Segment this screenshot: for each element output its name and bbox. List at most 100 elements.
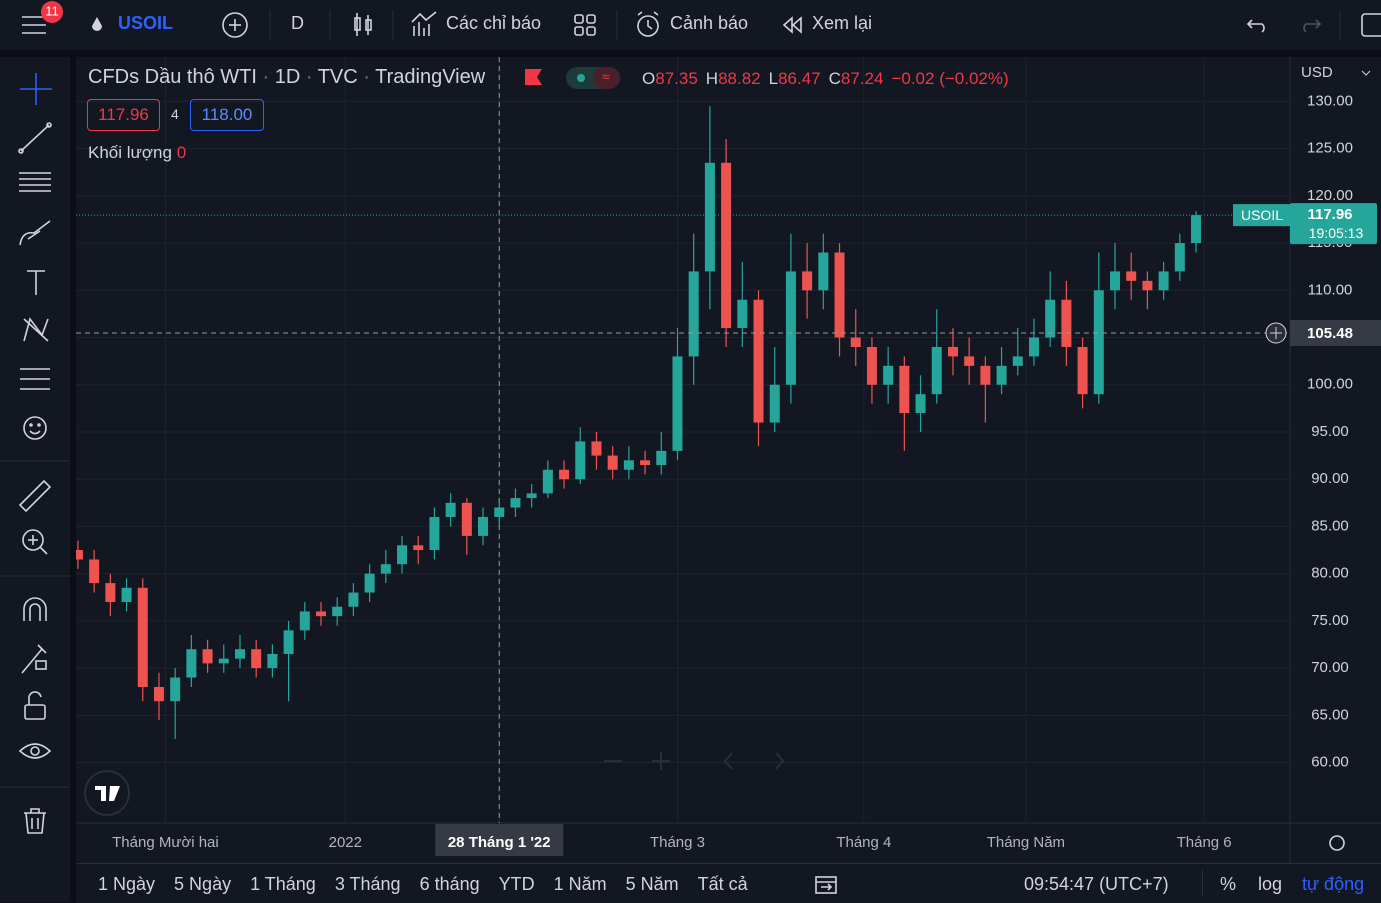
- candle-body: [866, 346, 877, 385]
- percent-toggle[interactable]: %: [1220, 874, 1237, 894]
- magnet-tool[interactable]: [23, 597, 47, 621]
- replay-icon[interactable]: [782, 16, 802, 34]
- spread: 4: [171, 106, 179, 122]
- candle-body: [672, 356, 683, 451]
- range-button[interactable]: 5 Năm: [625, 874, 679, 894]
- candle-body: [364, 573, 375, 593]
- lock-drawing-tool[interactable]: [21, 644, 47, 674]
- status-dot: [577, 74, 585, 82]
- candle-body: [688, 271, 699, 357]
- pattern-tool[interactable]: [23, 317, 49, 342]
- candle-body: [478, 516, 489, 536]
- candle-body: [526, 493, 537, 499]
- auto-toggle[interactable]: tự động: [1302, 874, 1365, 894]
- candle-body: [1045, 299, 1056, 338]
- candle-icon[interactable]: [354, 13, 372, 36]
- x-tick-label: Tháng 4: [836, 834, 891, 851]
- undo-icon[interactable]: [1246, 19, 1265, 33]
- candle-body: [76, 550, 83, 560]
- ohlc-key: L: [768, 69, 779, 88]
- candle-body: [769, 384, 780, 423]
- range-button[interactable]: 5 Ngày: [174, 874, 232, 894]
- candle-body: [542, 469, 553, 494]
- menu-icon[interactable]: [22, 16, 46, 34]
- crosshair-date-box: [435, 824, 564, 856]
- candle-body: [737, 299, 748, 329]
- bid-button[interactable]: 117.96: [87, 99, 160, 131]
- candle-body: [283, 630, 294, 654]
- ohlc-value: 87.24: [840, 69, 884, 88]
- candle-body: [1191, 215, 1202, 244]
- fib-tool[interactable]: [19, 172, 51, 192]
- symbol-tag-text: USOIL: [1241, 207, 1283, 223]
- candle-body: [429, 516, 440, 551]
- emoji-tool[interactable]: [23, 416, 47, 440]
- drop-icon: [92, 17, 102, 31]
- ask-button[interactable]: 118.00: [190, 99, 264, 131]
- y-tick-label: 100.00: [1307, 376, 1353, 393]
- alarm-icon[interactable]: [637, 11, 659, 37]
- divider: [1202, 870, 1203, 896]
- replay-button[interactable]: Xem lại: [812, 13, 873, 33]
- range-button[interactable]: YTD: [498, 874, 535, 894]
- interval[interactable]: D: [291, 13, 304, 33]
- log-toggle[interactable]: log: [1258, 874, 1283, 894]
- price-axis: [1290, 57, 1381, 863]
- range-button[interactable]: 1 Năm: [553, 874, 607, 894]
- indicator-icon[interactable]: [411, 11, 437, 36]
- candle-body: [931, 346, 942, 395]
- candle-body: [105, 583, 116, 602]
- candle-body: [1093, 290, 1104, 395]
- lock-tool[interactable]: [24, 691, 46, 720]
- candle-body: [1142, 280, 1153, 291]
- candle-body: [1109, 271, 1120, 291]
- y-tick-label: 90.00: [1311, 470, 1349, 487]
- add-symbol[interactable]: [222, 12, 248, 38]
- toolbar-icons: 11: [22, 1, 1381, 40]
- fullscreen-icon[interactable]: [1361, 13, 1381, 37]
- range-button[interactable]: 6 tháng: [419, 874, 480, 894]
- cross-tool[interactable]: [20, 73, 52, 105]
- range-button[interactable]: 3 Tháng: [334, 874, 401, 894]
- trash-tool[interactable]: [24, 808, 46, 834]
- y-tick-label: 85.00: [1311, 517, 1349, 534]
- volume-label: Khối lượng: [88, 143, 172, 162]
- zoom-tool[interactable]: [22, 529, 48, 555]
- candle-body: [721, 162, 732, 329]
- brush-tool[interactable]: [19, 220, 51, 246]
- candle-body: [575, 441, 586, 480]
- layout-icon[interactable]: [574, 14, 596, 36]
- candle-body: [380, 564, 391, 574]
- symbol[interactable]: USOIL: [118, 13, 174, 33]
- ohlc-value: 86.47: [778, 69, 821, 88]
- redo-icon[interactable]: [1303, 19, 1322, 33]
- candle-body: [883, 365, 894, 385]
- text-tool[interactable]: [27, 270, 45, 295]
- candle-body: [1028, 337, 1039, 357]
- y-tick-label: 70.00: [1311, 659, 1349, 676]
- x-tick-label: Tháng 6: [1177, 834, 1232, 851]
- y-tick-label: 80.00: [1311, 565, 1349, 582]
- crosshair-price-box: [1290, 319, 1381, 346]
- range-button[interactable]: Tất cả: [697, 874, 748, 894]
- eye-tool[interactable]: [18, 743, 52, 759]
- x-tick-label: 2022: [329, 834, 362, 851]
- candle-body: [1061, 299, 1072, 347]
- alerts-button[interactable]: Cảnh báo: [670, 13, 749, 33]
- date-range-icon[interactable]: [811, 872, 841, 898]
- flag-icon[interactable]: [525, 69, 542, 85]
- range-button[interactable]: 1 Tháng: [250, 874, 316, 894]
- candle-body: [89, 559, 100, 584]
- volume-value: 0: [176, 143, 187, 162]
- candle-body: [753, 299, 764, 423]
- x-tick-label: Tháng Mười hai: [112, 834, 219, 851]
- candle-body: [623, 460, 634, 470]
- forecast-tool[interactable]: [20, 368, 50, 390]
- candle-body: [316, 611, 327, 617]
- candle-body: [510, 498, 521, 508]
- line-tool[interactable]: [18, 122, 52, 154]
- indicators-button[interactable]: Các chỉ báo: [446, 13, 542, 33]
- range-button[interactable]: 1 Ngày: [98, 874, 156, 894]
- ruler-tool[interactable]: [18, 479, 52, 513]
- footer: 1 Ngày 5 Ngày 1 Tháng 3 Tháng 6 tháng YTD 1 Nă…: [76, 863, 1381, 903]
